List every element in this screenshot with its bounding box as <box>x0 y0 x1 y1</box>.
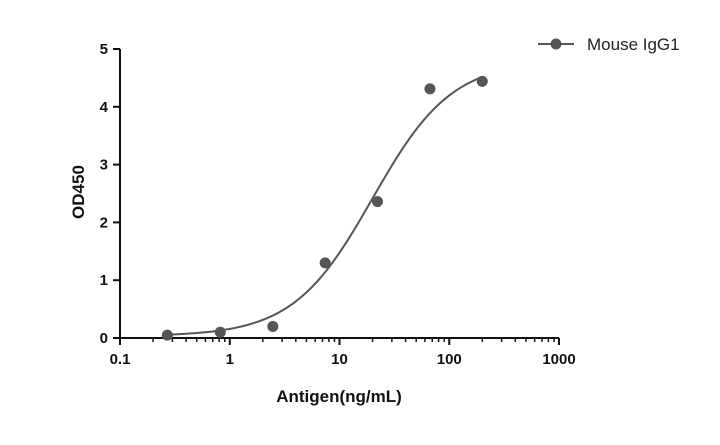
legend: Mouse IgG1 <box>538 35 680 54</box>
y-tick-label: 4 <box>100 99 109 116</box>
series-group <box>161 75 488 341</box>
y-tick-label: 5 <box>100 41 108 58</box>
data-point <box>214 326 226 338</box>
x-tick-label: 1 <box>226 351 234 368</box>
y-tick-label: 2 <box>100 214 108 231</box>
data-point <box>319 257 331 269</box>
data-point <box>424 83 436 95</box>
x-axis-title: Antigen(ng/mL) <box>276 387 402 406</box>
legend-marker-icon <box>550 38 562 50</box>
data-point <box>372 196 384 208</box>
x-tick-label: 0.1 <box>110 351 131 368</box>
x-axis-ticks: 0.1 1 10 100 1000 <box>110 338 576 368</box>
y-tick-label: 3 <box>100 157 108 174</box>
x-tick-label: 10 <box>331 351 348 368</box>
axes <box>119 49 559 339</box>
legend-label: Mouse IgG1 <box>587 35 680 54</box>
y-tick-label: 0 <box>100 330 108 347</box>
data-point <box>476 75 488 87</box>
fit-curve <box>163 75 483 336</box>
y-axis-ticks: 0 1 2 3 4 5 <box>100 41 120 347</box>
x-tick-label: 100 <box>437 351 462 368</box>
data-point <box>161 329 173 341</box>
data-point <box>267 320 279 332</box>
y-tick-label: 1 <box>100 272 108 289</box>
y-axis-title: OD450 <box>69 165 88 219</box>
x-tick-label: 1000 <box>542 351 575 368</box>
